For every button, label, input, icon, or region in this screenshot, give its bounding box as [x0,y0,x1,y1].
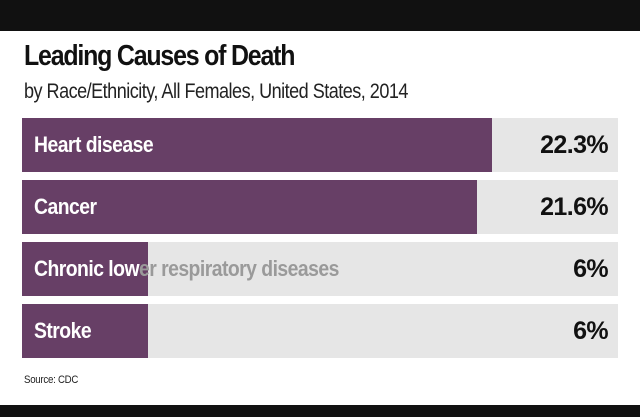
source-note: Source: CDC [24,374,79,386]
bar-fill [22,180,477,234]
category-label: Stroke [34,318,92,343]
bar-row: Stroke 6% [22,304,618,358]
bar-row: Heart disease 22.3% [22,118,618,172]
category-label: Cancer [34,194,97,219]
bar-row: Chronic lower respiratory diseases 6% [22,242,618,296]
value-label: 6% [573,255,609,283]
bar-rows: Heart disease 22.3% Cancer 21.6% Chronic low… [22,118,618,366]
chart-subtitle: by Race/Ethnicity, All Females, United S… [24,80,408,103]
chart-title: Leading Causes of Death [24,40,295,72]
category-label: Heart disease [34,132,154,157]
bar-fill [22,118,492,172]
bar-row: Cancer 21.6% [22,180,618,234]
bar-fill [22,304,148,358]
bar-fill [22,242,148,296]
value-label: 22.3% [540,131,608,159]
bottom-frame-bar [0,405,640,417]
top-frame-bar [0,0,640,31]
category-label: Chronic lower respiratory diseases [34,256,339,281]
value-label: 6% [573,317,609,345]
value-label: 21.6% [540,193,608,221]
